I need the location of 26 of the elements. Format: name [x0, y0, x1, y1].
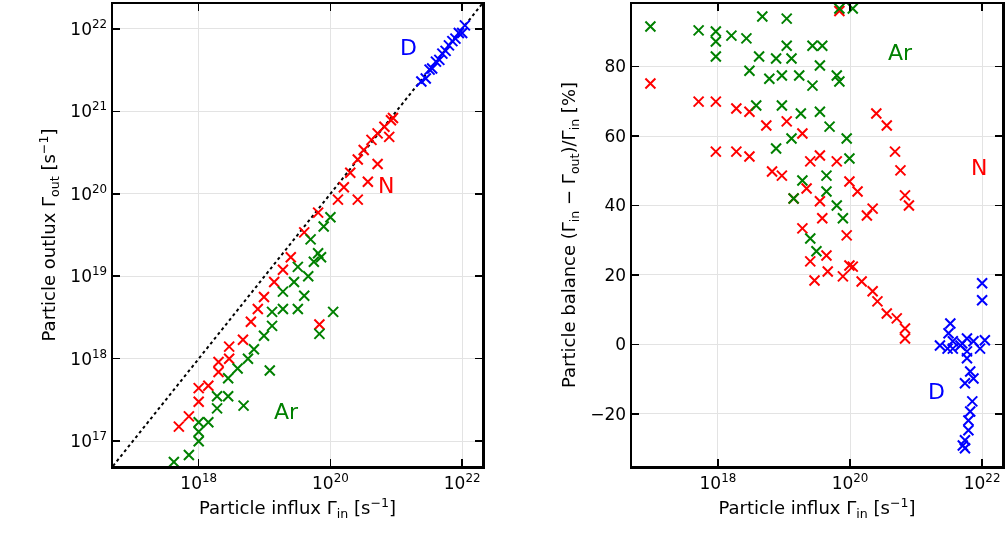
x-axis-title: Particle influx Γ$_{in}$ [s$^{−1}$]: [198, 494, 397, 522]
text: N: [971, 155, 988, 180]
series-label: D: [928, 379, 945, 404]
y-tick-label: 10$^{19}$: [70, 264, 108, 287]
series-label: N: [378, 173, 395, 198]
y-tick-label: 10$^{17}$: [70, 428, 108, 452]
y-tick-label: 10$^{21}$: [70, 99, 108, 122]
x-tick-label: 10$^{22}$: [963, 470, 1001, 493]
x-axis-title: Particle influx Γ$_{in}$ [s$^{−1}$]: [718, 494, 916, 522]
x-tick-label: 10$^{20}$: [831, 470, 869, 493]
series-label: Ar: [274, 399, 300, 424]
y-tick-label: 20: [604, 264, 627, 285]
y-tick-label: 60: [604, 125, 627, 146]
series-label: Ar: [888, 40, 914, 65]
series-label: D: [400, 35, 417, 60]
y-tick-label: 10$^{18}$: [70, 346, 108, 369]
y-tick-label: −20: [590, 403, 627, 424]
y-tick-label: 0: [615, 334, 627, 355]
x-tick-label: 10$^{18}$: [699, 470, 737, 493]
y-tick-label: 10$^{22}$: [70, 16, 108, 39]
x-tick-label: 10$^{22}$: [443, 470, 481, 493]
x-tick-label: 10$^{20}$: [312, 470, 349, 493]
y-tick-label: 10$^{20}$: [70, 181, 108, 204]
y-tick-label: 80: [604, 56, 627, 77]
x-tick-label: 10$^{18}$: [180, 470, 218, 493]
y-tick-label: 40: [604, 195, 627, 216]
